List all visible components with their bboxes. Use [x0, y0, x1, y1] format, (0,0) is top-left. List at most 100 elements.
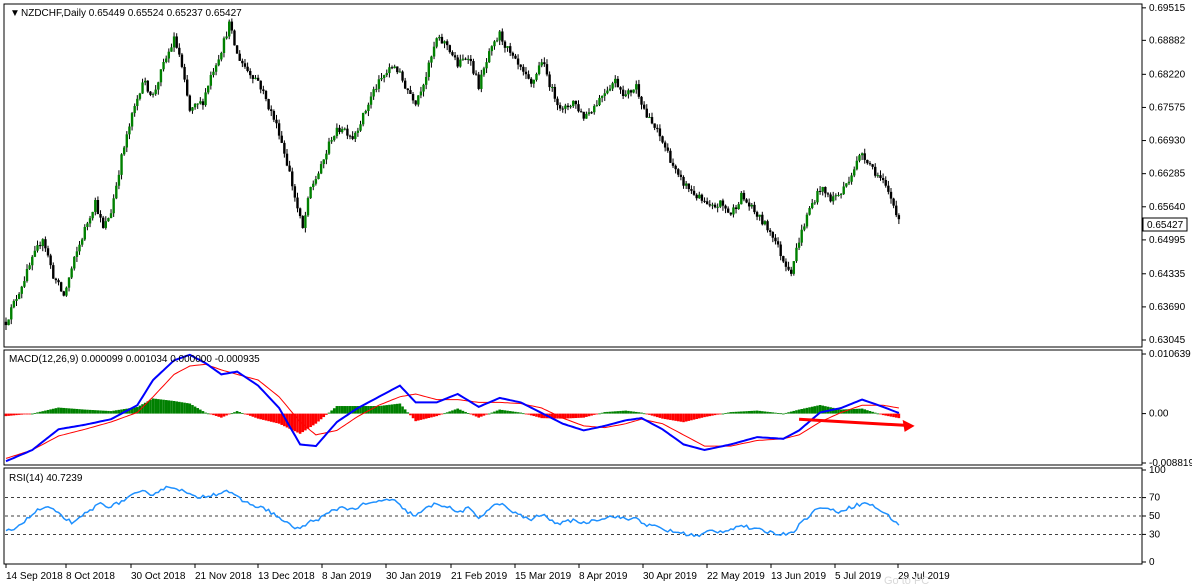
candle-body	[264, 91, 268, 100]
macd-histogram-bar	[871, 411, 874, 414]
macd-histogram-bar	[873, 412, 877, 414]
candle-body	[766, 221, 769, 231]
macd-histogram-bar	[855, 408, 859, 414]
candle-body	[130, 113, 134, 127]
macd-histogram-bar	[96, 410, 100, 414]
macd-histogram-bar	[172, 400, 176, 414]
macd-histogram-bar	[881, 413, 885, 416]
candle-body	[803, 226, 806, 230]
candle-body	[104, 221, 107, 228]
macd-histogram-bar	[393, 404, 396, 414]
macd-histogram-bar	[860, 408, 864, 414]
macd-histogram-bar	[15, 413, 18, 416]
macd-histogram-bar	[188, 403, 192, 414]
candle-body	[519, 64, 522, 67]
macd-histogram-bar	[233, 412, 236, 414]
candle-body	[348, 135, 352, 137]
arrow-annotation-shaft	[798, 417, 907, 427]
macd-histogram-bar	[206, 413, 210, 415]
macd-histogram-bar	[185, 403, 189, 414]
candle-body	[768, 230, 772, 232]
macd-histogram-bar	[616, 411, 620, 414]
macd-histogram-bar	[847, 409, 851, 414]
candle-body	[763, 221, 767, 225]
candle-body	[648, 117, 651, 119]
candle-body	[797, 242, 801, 248]
candle-body	[372, 89, 375, 97]
candle-body	[172, 36, 176, 48]
macd-histogram-bar	[414, 413, 417, 422]
candle-body	[296, 197, 299, 209]
macd-histogram-bar	[753, 410, 756, 414]
macd-histogram-bar	[810, 406, 814, 414]
macd-histogram-bar	[839, 409, 843, 414]
macd-histogram-bar	[319, 413, 323, 420]
macd-histogram-bar	[816, 405, 819, 414]
candle-body	[726, 208, 730, 213]
macd-histogram-bar	[761, 411, 764, 414]
x-tick-label: 15 Mar 2019	[515, 571, 572, 582]
candle-body	[734, 207, 738, 210]
macd-histogram-bar	[595, 413, 599, 415]
macd-histogram-bar	[445, 412, 449, 414]
candle-body	[59, 282, 63, 292]
macd-histogram-bar	[196, 408, 200, 414]
macd-histogram-bar	[367, 406, 370, 414]
candle-body	[871, 164, 874, 167]
macd-histogram-bar	[655, 413, 659, 418]
candle-body	[874, 166, 877, 176]
candle-body	[480, 74, 483, 89]
macd-histogram-bar	[863, 409, 867, 414]
macd-histogram-bar	[149, 399, 152, 414]
macd-pane[interactable]	[3, 349, 1143, 466]
dropdown-triangle-icon[interactable]: ▼	[10, 8, 20, 19]
macd-histogram-bar	[737, 411, 740, 414]
macd-histogram-bar	[721, 413, 725, 415]
macd-histogram-bar	[17, 413, 21, 415]
candle-body	[291, 171, 294, 187]
price-pane[interactable]	[3, 3, 1143, 348]
candle-body	[616, 78, 620, 88]
macd-histogram-bar	[130, 407, 134, 414]
macd-histogram-bar	[480, 413, 483, 417]
macd-histogram-bar	[461, 410, 465, 414]
candle-body	[49, 255, 52, 266]
candle-body	[551, 86, 554, 88]
candle-body	[850, 175, 853, 182]
candle-body	[537, 65, 541, 74]
candle-body	[222, 38, 226, 54]
candle-body	[824, 186, 827, 194]
macd-histogram-bar	[674, 413, 677, 421]
candle-body	[325, 153, 328, 160]
candle-body	[309, 186, 312, 199]
candle-body	[858, 155, 861, 161]
macd-histogram-bar	[716, 413, 719, 415]
candle-body	[277, 123, 281, 136]
macd-series	[4, 353, 915, 463]
candle-body	[574, 100, 578, 105]
candle-body	[162, 62, 165, 70]
macd-histogram-bar	[343, 406, 347, 414]
y-tick-label: 0.65640	[1149, 202, 1186, 213]
macd-histogram-bar	[456, 408, 459, 414]
candle-body	[832, 196, 835, 202]
x-tick-label: 21 Feb 2019	[451, 571, 508, 582]
candle-body	[603, 93, 606, 96]
candle-body	[41, 239, 44, 247]
macd-histogram-bar	[382, 405, 386, 414]
candle-body	[488, 51, 491, 63]
macd-histogram-bar	[7, 413, 10, 416]
candle-body	[91, 211, 94, 219]
candle-body	[839, 193, 843, 196]
macd-histogram-bar	[209, 413, 213, 415]
macd-histogram-bar	[732, 411, 735, 414]
macd-histogram-bar	[514, 411, 517, 414]
candle-body	[117, 174, 121, 186]
macd-histogram-bar	[726, 412, 730, 414]
candle-body	[600, 95, 604, 98]
macd-histogram-bar	[296, 413, 299, 433]
macd-histogram-bar	[314, 413, 318, 424]
macd-histogram-bar	[23, 413, 26, 415]
x-tick-label: 8 Oct 2018	[66, 571, 115, 582]
